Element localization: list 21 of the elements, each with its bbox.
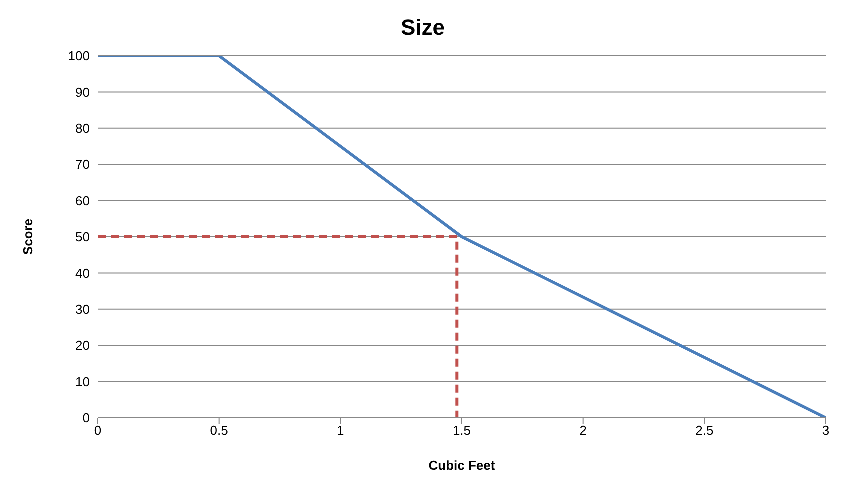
x-tick-label: 1.5: [452, 423, 472, 438]
x-tick-label: 2.5: [696, 423, 714, 438]
x-tick-label: 1: [337, 423, 344, 438]
x-tick-label: 2: [580, 423, 587, 438]
x-tick-label: 0.5: [210, 423, 228, 438]
y-tick-label: 30: [76, 302, 90, 318]
y-tick-label: 10: [76, 374, 90, 390]
x-tick-label: 0: [94, 423, 102, 438]
y-tick-label: 50: [76, 230, 90, 245]
y-tick-label: 70: [76, 157, 90, 172]
y-axis-title: Score: [20, 218, 36, 256]
y-tick-label: 60: [76, 193, 90, 208]
y-tick-label: 90: [76, 84, 90, 100]
x-axis-title: Cubic Feet: [428, 458, 496, 473]
y-tick-label: 40: [76, 266, 90, 281]
y-tick-label: 0: [82, 410, 90, 426]
y-tick-label: 20: [76, 338, 90, 354]
y-tick-label: 100: [68, 48, 90, 64]
x-tick-label: 3: [822, 423, 830, 438]
y-tick-label: 80: [76, 121, 90, 136]
chart-title: Size: [400, 14, 446, 42]
